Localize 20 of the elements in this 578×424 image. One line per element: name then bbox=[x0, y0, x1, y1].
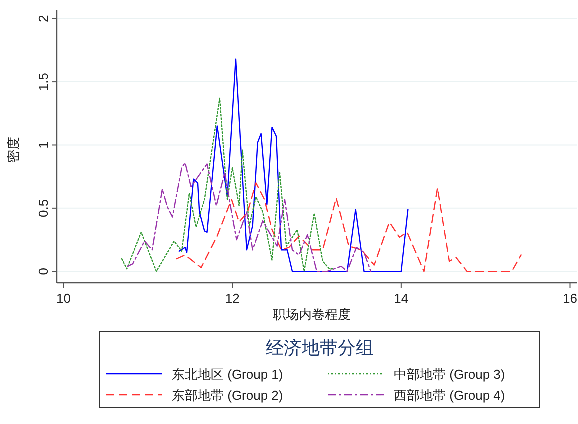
legend-label: 东北地区 (Group 1) bbox=[172, 367, 284, 382]
legend-label: 东部地带 (Group 2) bbox=[172, 388, 284, 403]
y-tick-label: 0.5 bbox=[36, 199, 51, 218]
y-tick-label: 0 bbox=[36, 268, 51, 276]
x-axis-title: 职场内卷程度 bbox=[273, 307, 351, 322]
y-tick-label: 1 bbox=[36, 142, 51, 149]
y-tick-label: 2 bbox=[36, 15, 51, 22]
legend-title: 经济地带分组 bbox=[266, 338, 374, 358]
x-tick-label: 12 bbox=[225, 291, 240, 306]
y-axis-title: 密度 bbox=[6, 137, 21, 163]
line-series bbox=[121, 98, 334, 272]
legend-label: 中部地带 (Group 3) bbox=[394, 367, 506, 382]
legend-label: 西部地带 (Group 4) bbox=[394, 388, 506, 403]
x-tick-label: 16 bbox=[563, 291, 578, 306]
y-tick-label: 1.5 bbox=[36, 73, 51, 92]
x-tick-label: 10 bbox=[56, 291, 71, 306]
line-series bbox=[127, 162, 372, 272]
line-series bbox=[178, 58, 409, 272]
line-series bbox=[176, 182, 522, 272]
x-tick-label: 14 bbox=[394, 291, 409, 306]
